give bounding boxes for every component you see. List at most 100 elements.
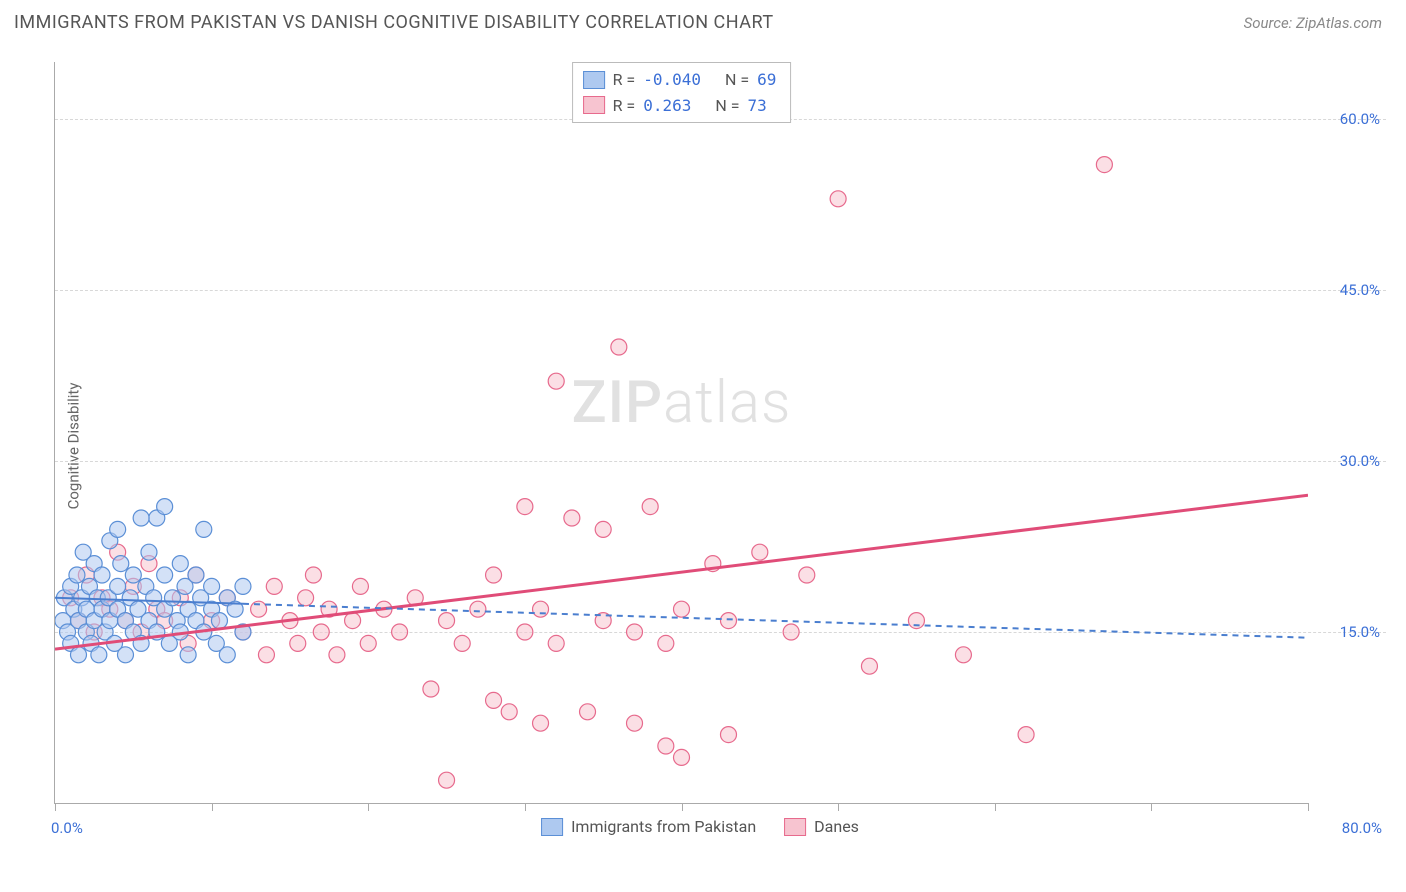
legend-n-label: N =: [715, 93, 739, 119]
data-point: [345, 613, 361, 629]
y-tick-label: 60.0%: [1340, 110, 1380, 128]
legend-r-value: -0.040: [643, 67, 701, 93]
correlation-legend: R =-0.040N =69R = 0.263N =73: [572, 62, 792, 123]
legend-n-label: N =: [725, 67, 749, 93]
y-tick-label: 45.0%: [1340, 281, 1380, 299]
legend-n-value: 69: [757, 67, 776, 93]
data-point: [211, 613, 227, 629]
data-point: [517, 624, 533, 640]
legend-swatch: [583, 96, 605, 114]
data-point: [392, 624, 408, 640]
data-point: [423, 681, 439, 697]
data-point: [752, 544, 768, 560]
data-point: [548, 373, 564, 389]
x-tick: [55, 803, 56, 811]
data-point: [204, 578, 220, 594]
data-point: [157, 499, 173, 515]
data-point: [674, 749, 690, 765]
data-point: [125, 567, 141, 583]
x-tick: [525, 803, 526, 811]
data-point: [91, 647, 107, 663]
data-point: [533, 601, 549, 617]
data-point: [172, 556, 188, 572]
data-point: [627, 715, 643, 731]
plot-area: ZIPatlas R =-0.040N =69R = 0.263N =73 0.…: [54, 62, 1308, 804]
data-point: [486, 692, 502, 708]
data-point: [266, 578, 282, 594]
data-point: [1018, 727, 1034, 743]
data-point: [110, 578, 126, 594]
data-point: [955, 647, 971, 663]
data-point: [720, 613, 736, 629]
chart-title: IMMIGRANTS FROM PAKISTAN VS DANISH COGNI…: [14, 12, 774, 33]
data-point: [1096, 157, 1112, 173]
data-point: [548, 635, 564, 651]
data-point: [133, 510, 149, 526]
legend-swatch: [541, 818, 563, 836]
x-min-label: 0.0%: [51, 819, 83, 837]
data-layer: [55, 62, 1308, 803]
data-point: [352, 578, 368, 594]
data-point: [94, 567, 110, 583]
data-point: [157, 567, 173, 583]
data-point: [454, 635, 470, 651]
data-point: [517, 499, 533, 515]
legend-item: Danes: [784, 817, 859, 836]
data-point: [611, 339, 627, 355]
data-point: [141, 544, 157, 560]
data-point: [164, 590, 180, 606]
legend-swatch: [784, 818, 806, 836]
data-point: [720, 727, 736, 743]
y-tick-label: 30.0%: [1340, 452, 1380, 470]
data-point: [180, 647, 196, 663]
data-point: [360, 635, 376, 651]
data-point: [188, 567, 204, 583]
x-tick: [1308, 803, 1309, 811]
data-point: [564, 510, 580, 526]
data-point: [533, 715, 549, 731]
data-point: [70, 647, 86, 663]
data-point: [113, 556, 129, 572]
legend-r-label: R =: [613, 67, 636, 93]
data-point: [298, 590, 314, 606]
data-point: [783, 624, 799, 640]
legend-item: Immigrants from Pakistan: [541, 817, 756, 836]
data-point: [196, 521, 212, 537]
data-point: [674, 601, 690, 617]
data-point: [658, 738, 674, 754]
x-tick: [1151, 803, 1152, 811]
data-point: [642, 499, 658, 515]
data-point: [305, 567, 321, 583]
data-point: [595, 521, 611, 537]
data-point: [69, 567, 85, 583]
x-tick: [838, 803, 839, 811]
data-point: [486, 567, 502, 583]
data-point: [235, 578, 251, 594]
data-point: [830, 191, 846, 207]
legend-n-value: 73: [748, 93, 767, 119]
data-point: [627, 624, 643, 640]
data-point: [117, 647, 133, 663]
data-point: [258, 647, 274, 663]
data-point: [580, 704, 596, 720]
data-point: [439, 772, 455, 788]
data-point: [313, 624, 329, 640]
legend-swatch: [583, 71, 605, 89]
legend-row: R = -0.040 N = 69: [583, 67, 777, 93]
data-point: [501, 704, 517, 720]
data-point: [470, 601, 486, 617]
data-point: [439, 613, 455, 629]
x-tick: [995, 803, 996, 811]
legend-label: Immigrants from Pakistan: [571, 817, 756, 836]
legend-row: R = 0.263N =73: [583, 93, 777, 119]
data-point: [329, 647, 345, 663]
data-point: [658, 635, 674, 651]
x-max-label: 80.0%: [1342, 819, 1382, 837]
legend-r-label: R =: [613, 93, 636, 119]
x-tick: [212, 803, 213, 811]
x-tick: [368, 803, 369, 811]
y-tick-label: 15.0%: [1340, 623, 1380, 641]
data-point: [861, 658, 877, 674]
data-point: [290, 635, 306, 651]
data-point: [799, 567, 815, 583]
